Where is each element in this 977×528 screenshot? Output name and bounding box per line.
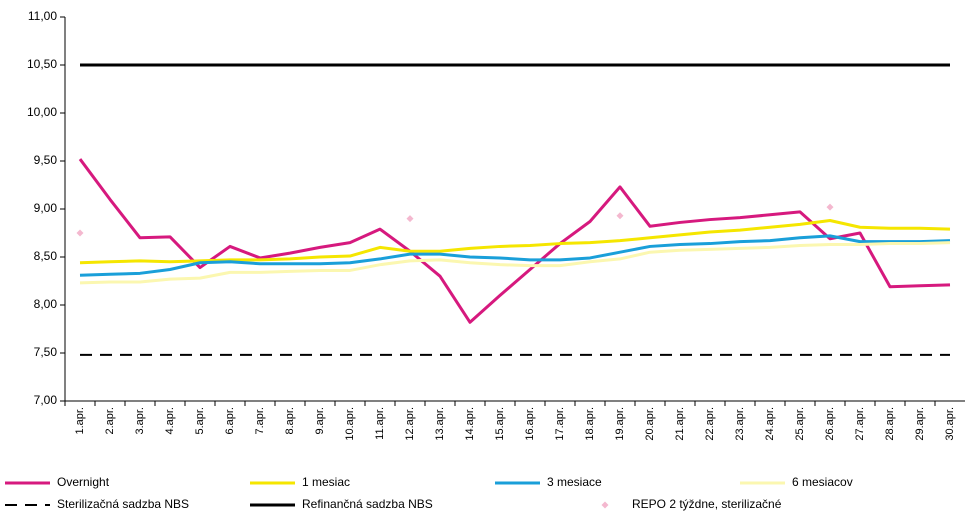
x-tick-label: 28.apr. [884,407,896,441]
x-tick-label: 19.apr. [614,407,626,441]
marker [76,229,84,237]
x-tick-label: 29.apr. [914,407,926,441]
x-tick-label: 20.apr. [644,407,656,441]
y-tick-label: 11,00 [28,9,57,23]
series-line [79,234,951,277]
legend-label: Refinančná sadzba NBS [302,497,433,511]
marker [406,215,414,223]
x-tick-label: 11.apr. [374,407,386,440]
x-tick-label: 1.apr. [74,407,86,435]
series-line [78,158,951,324]
x-tick-label: 7.apr. [254,407,266,435]
marker [826,203,834,211]
y-tick-label: 9,50 [34,153,58,167]
legend-label: Sterilizačná sadzba NBS [57,497,189,511]
x-tick-label: 8.apr. [284,407,296,435]
legend-label: 1 mesiac [302,475,350,489]
y-tick-label: 8,00 [34,297,58,311]
x-tick-label: 15.apr. [494,407,506,441]
x-tick-label: 18.apr. [584,407,596,441]
series-line [79,219,951,265]
legend-label: Overnight [57,475,110,489]
x-tick-label: 16.apr. [524,407,536,441]
x-tick-label: 14.apr. [464,407,476,441]
x-tick-label: 27.apr. [854,407,866,441]
y-tick-label: 7,50 [34,345,58,359]
y-tick-label: 8,50 [34,249,58,263]
x-tick-label: 21.apr. [674,407,686,441]
legend-marker [601,501,609,509]
x-tick-label: 9.apr. [314,407,326,435]
x-tick-label: 6.apr. [224,407,236,435]
legend-label: 3 mesiace [547,475,602,489]
marker [616,212,624,220]
x-tick-label: 23.apr. [734,407,746,441]
x-tick-label: 22.apr. [704,407,716,441]
x-tick-label: 3.apr. [134,407,146,435]
x-tick-label: 12.apr. [404,407,416,441]
series-line [79,241,951,285]
y-tick-label: 9,00 [34,201,58,215]
y-tick-label: 10,00 [27,105,57,119]
x-tick-label: 10.apr. [344,407,356,441]
x-tick-label: 2.apr. [104,407,116,435]
x-tick-label: 24.apr. [764,407,776,441]
y-tick-label: 10,50 [27,57,57,71]
x-tick-label: 30.apr. [944,407,956,441]
x-tick-label: 13.apr. [434,407,446,441]
x-tick-label: 17.apr. [554,407,566,441]
x-tick-label: 5.apr. [194,407,206,435]
y-tick-label: 7,00 [34,393,58,407]
legend-label: REPO 2 týždne, sterilizačné [632,497,782,511]
x-tick-label: 26.apr. [824,407,836,441]
legend-label: 6 mesiacov [792,475,853,489]
x-tick-label: 4.apr. [164,407,176,435]
x-tick-label: 25.apr. [794,407,806,441]
